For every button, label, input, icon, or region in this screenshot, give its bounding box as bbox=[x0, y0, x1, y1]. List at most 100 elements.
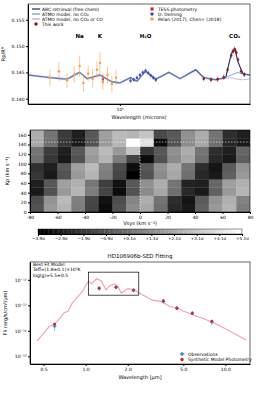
heatmap-cell bbox=[85, 187, 99, 196]
heatmap-cell bbox=[30, 155, 44, 164]
y-axis: 10⁻¹⁵ 10⁻¹⁴ 10⁻¹³ 10⁻¹² bbox=[15, 263, 31, 365]
colorbar-step bbox=[188, 229, 191, 234]
heatmap-cell bbox=[126, 204, 140, 212]
legend-label: Observations bbox=[188, 352, 218, 357]
y-axis: 020406080100120140160 bbox=[18, 131, 31, 215]
colorbar-step bbox=[61, 229, 64, 234]
axis-line bbox=[29, 104, 251, 105]
heatmap-cell bbox=[181, 130, 195, 139]
point bbox=[144, 70, 147, 73]
legend-swatch bbox=[34, 22, 38, 26]
tick-label: 40 bbox=[21, 191, 27, 196]
tick-label: -80 bbox=[27, 215, 34, 220]
tick: 60 bbox=[21, 181, 30, 186]
colorbar-step bbox=[171, 229, 174, 234]
heatmap-cell bbox=[195, 171, 209, 180]
tick-mark bbox=[85, 212, 86, 214]
error-bar bbox=[99, 52, 100, 73]
colorbar-step bbox=[41, 229, 44, 234]
tick-label: −3.9σ bbox=[32, 236, 45, 241]
heatmap-cell bbox=[113, 146, 127, 155]
heatmap-cell bbox=[168, 130, 182, 139]
heatmap-cell bbox=[30, 179, 44, 188]
heatmap-cell bbox=[140, 179, 154, 188]
series-line bbox=[28, 49, 250, 83]
error-bar bbox=[236, 50, 237, 55]
colorbar-step bbox=[191, 229, 194, 234]
colorbar-step bbox=[64, 229, 67, 234]
colorbar-step bbox=[145, 229, 148, 234]
heatmap-cell bbox=[58, 187, 72, 196]
legend-swatch bbox=[180, 352, 184, 356]
tick-label: 0.150 bbox=[12, 44, 25, 49]
heatmap-cell bbox=[99, 204, 113, 212]
error-bar bbox=[223, 75, 224, 80]
tick: 40 bbox=[193, 212, 199, 220]
chart-title: HD106906b-SED Fitting bbox=[108, 253, 173, 260]
tick-label: +1.1σ bbox=[145, 236, 158, 241]
error-bar bbox=[88, 66, 89, 82]
heatmap-cell bbox=[154, 155, 168, 164]
heatmap-cell bbox=[236, 146, 250, 155]
heatmap-cell bbox=[113, 138, 127, 147]
error-bar bbox=[139, 73, 140, 77]
heatmap-cell bbox=[30, 171, 44, 180]
heatmap-cell bbox=[113, 155, 127, 164]
heatmap-cell bbox=[71, 171, 85, 180]
heatmap-cell bbox=[126, 130, 140, 139]
tick-label: +5.1σ bbox=[236, 236, 249, 241]
tick: 2.0 bbox=[125, 364, 132, 372]
tick-mark bbox=[28, 173, 30, 174]
tick: +5.1σ bbox=[236, 234, 249, 241]
point bbox=[237, 59, 240, 62]
annotation: Teff=(1.8±0.1)×10³K bbox=[32, 267, 82, 272]
point bbox=[58, 70, 61, 73]
tick: 10⁻¹³ bbox=[15, 303, 30, 308]
tick-label: 1.0 bbox=[83, 367, 90, 372]
colorbar-step bbox=[163, 229, 166, 234]
tick: 10⁻¹² bbox=[15, 278, 30, 283]
tick-mark bbox=[223, 212, 224, 214]
error-bar bbox=[211, 77, 212, 82]
heatmap-cell bbox=[99, 130, 113, 139]
heatmap-cell bbox=[223, 155, 237, 164]
colorbar-step bbox=[140, 229, 143, 234]
feature-label: H₂O bbox=[140, 33, 152, 39]
plot-area bbox=[28, 47, 250, 93]
heatmap-cell bbox=[44, 146, 58, 155]
colorbar-step bbox=[160, 229, 163, 234]
heatmap-cell bbox=[85, 138, 99, 147]
colorbar-step bbox=[69, 229, 72, 234]
colorbar-step bbox=[43, 229, 46, 234]
tick-mark bbox=[28, 305, 30, 306]
tick-mark bbox=[26, 72, 28, 73]
y-axis-title: Rp/R* bbox=[0, 46, 7, 61]
heatmap-cell bbox=[195, 146, 209, 155]
heatmap-cell bbox=[154, 138, 168, 147]
tick: 10⁻¹⁴ bbox=[15, 329, 30, 334]
heatmap-cell bbox=[71, 187, 85, 196]
point bbox=[96, 69, 99, 72]
tick: -20 bbox=[109, 212, 116, 220]
tick: 10.0 bbox=[221, 364, 231, 372]
heatmap-cell bbox=[154, 196, 168, 205]
heatmap-cell bbox=[58, 171, 72, 180]
tick-label: -40 bbox=[82, 215, 89, 220]
heatmap-cell bbox=[85, 204, 99, 212]
axis-line bbox=[31, 364, 251, 365]
tick-label: 0.5 bbox=[40, 367, 47, 372]
colorbar-step bbox=[94, 229, 97, 234]
point bbox=[235, 51, 238, 54]
colorbar-step bbox=[89, 229, 92, 234]
tick-label: 10⁻¹⁵ bbox=[15, 354, 27, 359]
heatmap-cell bbox=[58, 204, 72, 212]
heatmap-cell bbox=[181, 196, 195, 205]
legend-swatch bbox=[180, 358, 184, 362]
y-axis-title: Fλ (erg/s/cm²/μm) bbox=[2, 291, 9, 336]
error-bar bbox=[150, 73, 151, 77]
heatmap-cell bbox=[209, 196, 223, 205]
error-bar bbox=[211, 320, 212, 325]
heatmap-cell bbox=[113, 171, 127, 180]
colorbar-step bbox=[48, 229, 51, 234]
colorbar-step bbox=[51, 229, 54, 234]
